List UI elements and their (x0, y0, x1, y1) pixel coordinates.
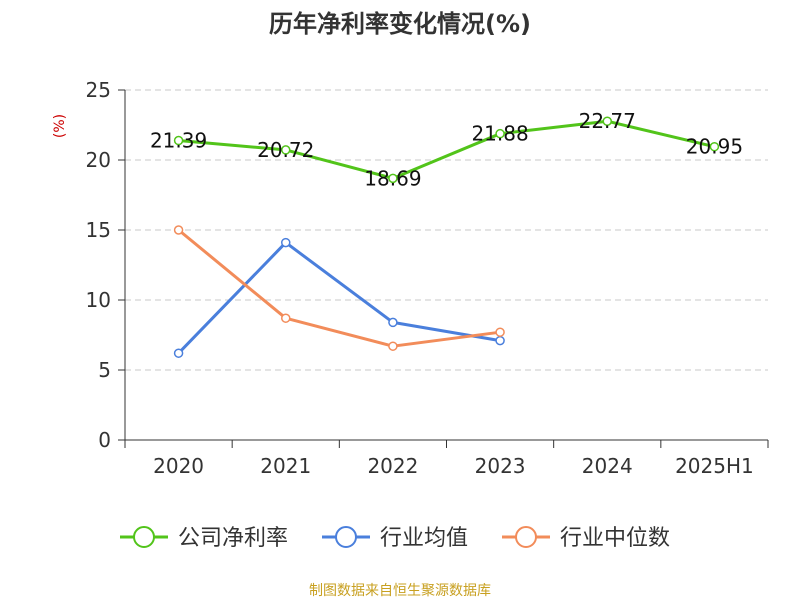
series-1-point-2023 (495, 335, 505, 346)
series-2-point-2023 (495, 327, 505, 337)
y-tick-label-0: 0 (98, 428, 111, 452)
legend-marker-2 (515, 526, 537, 548)
legend: 公司净利率 行业均值 行业中位数 (120, 526, 670, 551)
series-0-data-label-2025H1: 20.95 (686, 135, 743, 159)
y-tick-label-20: 20 (86, 148, 111, 172)
series-0-data-label-2020: 21.39 (150, 129, 207, 153)
x-tick-label-2023: 2023 (475, 454, 526, 478)
y-tick-label-10: 10 (86, 288, 111, 312)
series-2-line (177, 228, 501, 348)
x-tick-label-2024: 2024 (582, 454, 633, 478)
series-0-point-2025H1 (709, 141, 720, 152)
series-0-point-2020 (173, 135, 184, 146)
legend-marker-0 (133, 526, 155, 548)
legend-label-0: 公司净利率 (178, 526, 288, 551)
series-1-point-2022 (388, 317, 398, 328)
series-0-data-label-2021: 20.72 (257, 138, 314, 162)
chart-title: 历年净利率变化情况(%) (269, 10, 531, 38)
series-0-point-2022 (388, 173, 398, 184)
legend-marker-1 (335, 526, 357, 548)
series-0-point-2023 (495, 128, 505, 139)
series-1-point-2021 (281, 237, 291, 248)
series-0-point-2021 (281, 145, 291, 155)
series-0-point-2024 (602, 116, 612, 126)
y-tick-label-5: 5 (98, 358, 111, 382)
legend-label-2: 行业中位数 (560, 526, 670, 551)
series-layer: 21.39 20.72 18.69 21.88 22.77 20.95 (150, 109, 743, 358)
source-note: 制图数据来自恒生聚源数据库 (309, 583, 491, 599)
series-0-data-label-2022: 18.69 (364, 166, 421, 190)
series-0-data-label-2024: 22.77 (579, 109, 636, 133)
series-2-point-2020 (173, 225, 184, 235)
y-tick-label-25: 25 (86, 78, 111, 102)
series-0-line (178, 119, 715, 180)
axes: 0 5 10 15 20 25 2020 2021 2022 2023 2024 2025H1 (86, 78, 769, 478)
grid-lines (125, 89, 768, 371)
series-2-point-2021 (281, 313, 291, 323)
x-tick-label-2025H1: 2025H1 (675, 454, 754, 478)
series-0-data-label-2023: 21.88 (471, 122, 528, 146)
series-2-point-2022 (388, 341, 398, 351)
y-tick-label-15: 15 (86, 218, 111, 242)
x-tick-label-2022: 2022 (367, 454, 418, 478)
x-tick-label-2021: 2021 (260, 454, 311, 478)
series-1-line (177, 241, 501, 355)
x-tick-label-2020: 2020 (153, 454, 204, 478)
legend-label-1: 行业均值 (380, 526, 468, 551)
y-axis-unit: (%) (52, 114, 68, 138)
series-1-point-2020 (173, 348, 184, 358)
